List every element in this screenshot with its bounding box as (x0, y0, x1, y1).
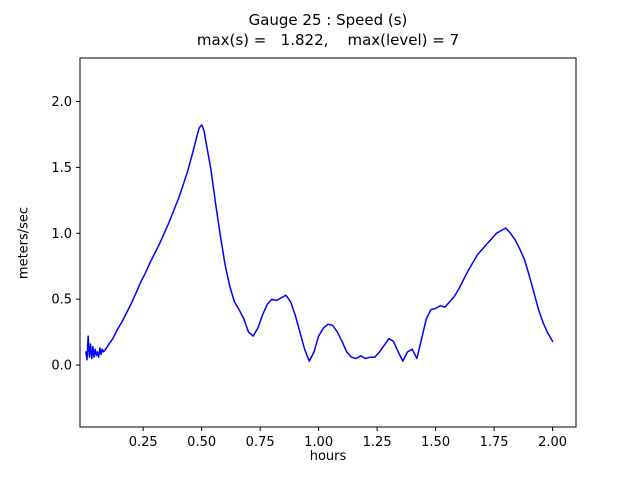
x-tick-label: 0.25 (129, 435, 158, 450)
x-tick-label: 1.25 (363, 435, 392, 450)
x-tick-label: 0.50 (187, 435, 216, 450)
y-tick-label: 1.0 (51, 227, 72, 242)
plot-frame (79, 57, 577, 428)
y-tick-label: 2.0 (51, 95, 72, 110)
x-tick-label: 1.00 (304, 435, 333, 450)
y-tick-label: 0.5 (51, 293, 72, 308)
y-axis-label: meters/sec (16, 206, 32, 280)
chart-title: Gauge 25 : Speed (s) (248, 11, 408, 29)
speed-line (85, 124, 554, 362)
x-tick-label: 0.75 (246, 435, 275, 450)
x-tick-label: 1.50 (421, 435, 450, 450)
x-tick-label: 2.00 (538, 435, 567, 450)
chart-subtitle: max(s) = 1.822, max(level) = 7 (196, 31, 460, 49)
x-axis-label: hours (309, 449, 347, 464)
y-tick-label: 0.0 (51, 359, 72, 374)
y-tick-label: 1.5 (51, 161, 72, 176)
x-tick-label: 1.75 (480, 435, 509, 450)
